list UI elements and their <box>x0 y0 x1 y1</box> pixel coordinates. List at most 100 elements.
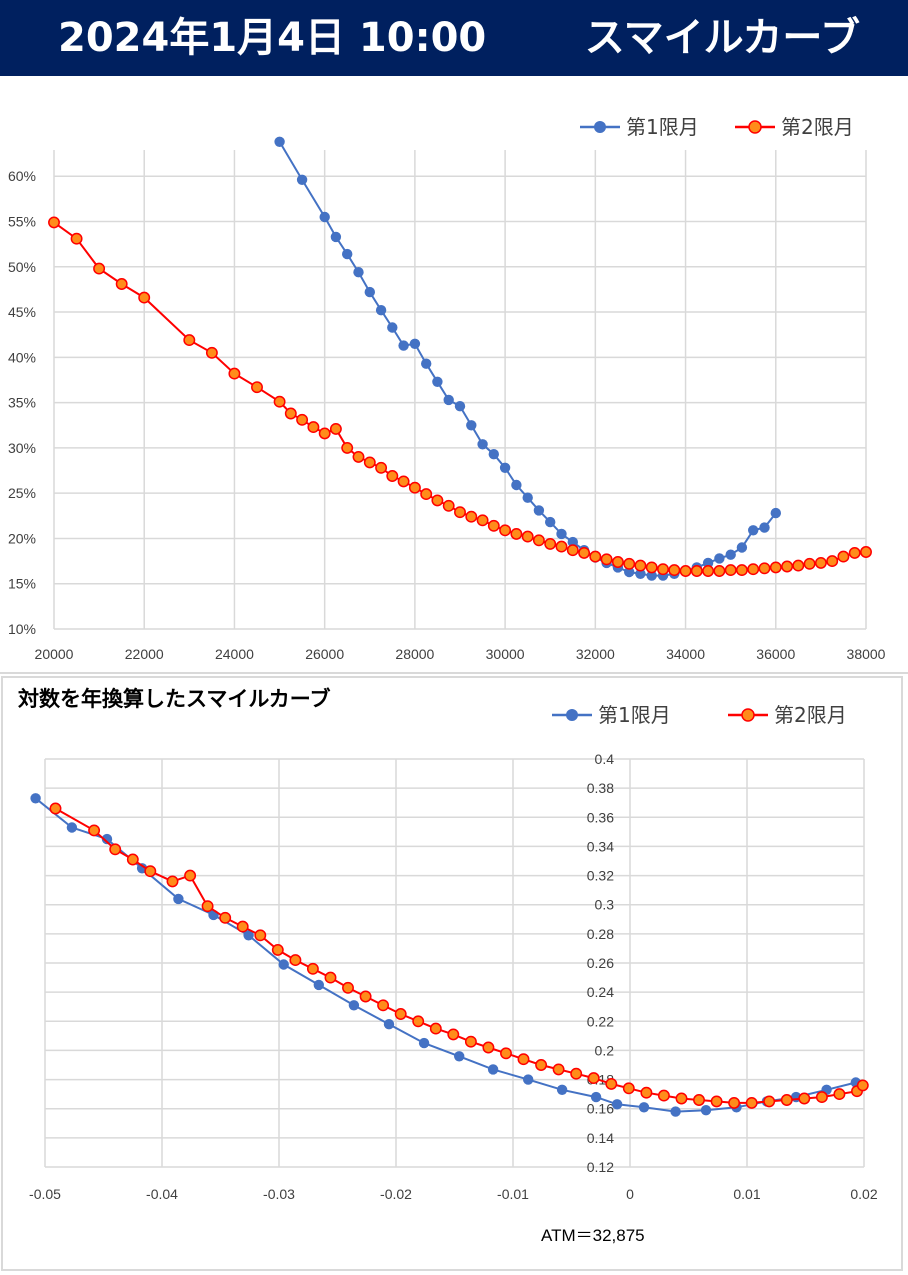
data-point-2 <box>544 537 557 550</box>
data-point-2 <box>747 563 760 576</box>
data-point-1 <box>736 542 748 553</box>
data-point-1 <box>454 1051 465 1062</box>
data-point-2 <box>296 413 309 426</box>
data-point-1 <box>522 492 533 503</box>
data-point-2 <box>341 441 354 454</box>
data-point-2 <box>535 1059 548 1071</box>
data-point-2 <box>397 475 410 488</box>
y-tick-label: 10% <box>8 621 36 637</box>
legend-marker-1 <box>594 121 606 133</box>
data-point-1 <box>319 211 330 223</box>
data-point-2 <box>833 1088 846 1101</box>
data-point-1 <box>748 525 759 536</box>
x-tick-label: -0.02 <box>380 1186 412 1202</box>
y-tick-label: 0.22 <box>587 1013 614 1029</box>
data-point-2 <box>454 506 466 519</box>
page-header: 2024年1月4日 10:00 スマイルカーブ <box>0 0 908 76</box>
data-point-2 <box>183 334 196 347</box>
data-point-2 <box>126 853 139 866</box>
data-point-2 <box>431 494 444 507</box>
legend-marker-1 <box>566 709 578 721</box>
data-point-1 <box>101 833 113 845</box>
y-tick-label: 0.4 <box>595 751 615 767</box>
y-tick-label: 0.36 <box>587 809 614 825</box>
legend-marker-2 <box>748 120 762 134</box>
data-point-2 <box>500 1047 512 1060</box>
data-point-2 <box>324 971 337 984</box>
y-tick-label: 0.28 <box>587 926 614 942</box>
y-tick-label: 0.3 <box>595 897 615 913</box>
x-tick-label: 26000 <box>305 646 344 662</box>
data-point-2 <box>359 990 372 1003</box>
data-point-2 <box>724 564 737 577</box>
data-point-2 <box>408 481 421 494</box>
y-tick-label: 35% <box>8 395 36 411</box>
data-point-1 <box>173 893 184 905</box>
data-point-1 <box>398 340 409 351</box>
y-tick-label: 45% <box>8 304 36 320</box>
data-point-2 <box>306 962 319 975</box>
x-tick-label: 0 <box>626 1186 634 1202</box>
data-point-2 <box>640 1086 653 1099</box>
data-point-1 <box>611 1099 623 1110</box>
data-point-2 <box>394 1008 407 1020</box>
data-point-1 <box>714 553 725 564</box>
data-point-2 <box>184 869 197 882</box>
chart1-gridlines <box>53 150 867 630</box>
data-point-1 <box>432 376 443 387</box>
header-date: 2024年1月4日 10:00 <box>58 15 487 61</box>
chart2-x-axis-ticks: -0.05 -0.04 -0.03 -0.02 -0.01 0 0.01 0.02 <box>29 1186 878 1202</box>
data-point-1 <box>638 1102 650 1113</box>
data-point-2 <box>589 550 602 563</box>
data-point-1 <box>523 1074 534 1085</box>
data-point-2 <box>622 1082 635 1095</box>
data-point-2 <box>600 553 613 566</box>
x-tick-label: 0.01 <box>733 1186 760 1202</box>
data-point-1 <box>330 231 342 243</box>
data-point-2 <box>342 981 354 994</box>
x-tick-label: 30000 <box>486 646 525 662</box>
data-point-2 <box>70 232 83 245</box>
y-tick-label: 0.26 <box>587 955 614 971</box>
data-point-2 <box>781 560 794 573</box>
data-point-2 <box>48 216 60 229</box>
y-tick-label: 0.14 <box>587 1130 614 1146</box>
y-tick-label: 20% <box>8 530 36 546</box>
data-point-2 <box>386 470 399 482</box>
data-point-2 <box>675 1092 688 1105</box>
chart2-y-axis-ticks: 0.120.140.160.180.20.220.240.260.280.30.… <box>587 751 614 1175</box>
data-point-2 <box>251 381 263 394</box>
y-tick-label: 0.34 <box>587 838 614 854</box>
data-point-1 <box>30 793 41 804</box>
data-point-1 <box>759 522 770 533</box>
data-point-2 <box>93 262 106 275</box>
chart2-title: 対数を年換算したスマイルカーブ <box>18 687 330 711</box>
data-point-2 <box>318 427 331 440</box>
data-point-1 <box>702 557 714 569</box>
data-point-2 <box>587 1072 600 1085</box>
data-point-1 <box>545 516 556 528</box>
data-point-1 <box>556 528 567 540</box>
x-tick-label: 22000 <box>125 646 164 662</box>
data-point-2 <box>352 450 365 463</box>
y-tick-label: 0.32 <box>587 868 614 884</box>
data-point-2 <box>144 865 157 878</box>
data-point-1 <box>770 507 781 519</box>
y-tick-label: 25% <box>8 485 36 501</box>
chart2-series <box>30 793 869 1117</box>
data-point-1 <box>443 394 454 406</box>
data-point-2 <box>271 943 284 956</box>
data-point-2 <box>713 565 726 577</box>
x-tick-label: 36000 <box>756 646 795 662</box>
legend-label-2: 第2限月 <box>781 115 854 139</box>
x-tick-label: -0.04 <box>146 1186 178 1202</box>
legend-marker-2 <box>741 708 755 722</box>
data-point-2 <box>49 802 62 815</box>
data-point-2 <box>115 278 128 290</box>
x-tick-label: 32000 <box>576 646 615 662</box>
chart1-x-axis-ticks: 20000 22000 24000 26000 28000 30000 32000 34000… <box>35 646 886 662</box>
data-point-2 <box>856 1079 869 1092</box>
data-point-2 <box>634 559 647 572</box>
data-point-2 <box>442 499 455 512</box>
